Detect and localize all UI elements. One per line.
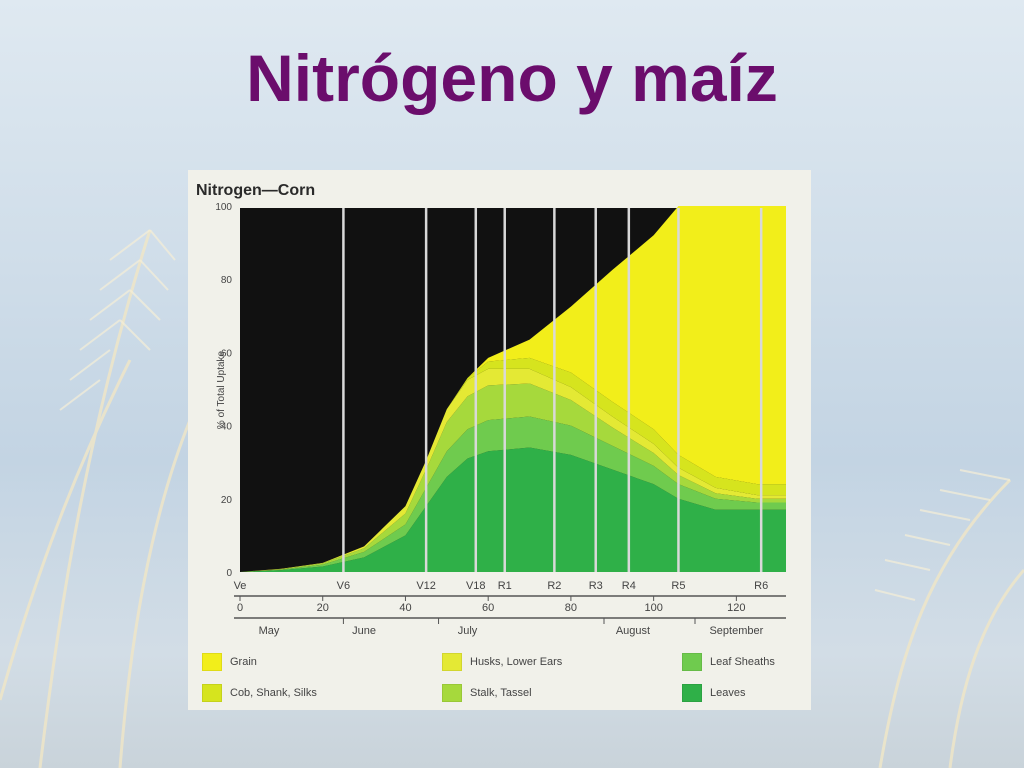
area-series-grain — [240, 206, 786, 572]
month-label-july: July — [458, 625, 478, 637]
y-tick-label-80: 80 — [221, 275, 233, 286]
y-tick-label-40: 40 — [221, 422, 233, 433]
y-tick-label-100: 100 — [215, 202, 232, 213]
legend-label-sheaths: Leaf Sheaths — [710, 656, 775, 668]
stage-label-r5: R5 — [671, 580, 685, 592]
stage-label-r4: R4 — [622, 580, 636, 592]
day-tick-label-0: 0 — [237, 602, 243, 614]
legend-label-stalk: Stalk, Tassel — [470, 687, 532, 699]
legend-swatch-leaves — [682, 684, 702, 702]
legend-swatch-grain — [202, 653, 222, 671]
month-label-september: September — [709, 625, 763, 637]
legend-swatch-husks — [442, 653, 462, 671]
stage-label-r6: R6 — [754, 580, 768, 592]
legend-swatch-stalk — [442, 684, 462, 702]
month-label-may: May — [259, 625, 280, 637]
legend-label-husks: Husks, Lower Ears — [470, 656, 563, 668]
area-series-sheaths — [240, 416, 786, 572]
stage-label-r1: R1 — [498, 580, 512, 592]
slide-title: Nitrógeno y maíz — [246, 41, 778, 115]
legend-swatch-sheaths — [682, 653, 702, 671]
day-tick-label-100: 100 — [644, 602, 662, 614]
legend-swatch-cob — [202, 684, 222, 702]
day-tick-label-120: 120 — [727, 602, 745, 614]
area-series-husks — [240, 368, 786, 572]
legend-label-leaves: Leaves — [710, 687, 746, 699]
y-tick-label-0: 0 — [226, 568, 232, 579]
stage-label-ve: Ve — [234, 580, 247, 592]
legend-item-sheaths: Leaf Sheaths — [682, 653, 775, 671]
legend-label-cob: Cob, Shank, Silks — [230, 687, 317, 699]
legend-item-stalk: Stalk, Tassel — [442, 684, 532, 702]
month-label-june: June — [352, 625, 376, 637]
nitrogen-uptake-chart: Ve V6 V12 V18 R1 R2 R3 R4 R5 R6 0 20 40 60 80 100 % of T… — [215, 202, 786, 637]
nitrogen-corn-figure: Ve V6 V12 V18 R1 R2 R3 R4 R5 R6 0 20 40 60 80 100 % of T… — [188, 170, 811, 710]
stage-label-r2: R2 — [547, 580, 561, 592]
chart-title: Nitrogen—Corn — [196, 182, 316, 199]
day-tick-label-40: 40 — [399, 602, 411, 614]
area-series-leaves — [240, 447, 786, 572]
y-tick-label-20: 20 — [221, 495, 233, 506]
y-tick-label-60: 60 — [221, 348, 233, 359]
chart-legend: Grain Cob, Shank, Silks Husks, Lower Ear… — [188, 640, 811, 710]
stage-label-v12: V12 — [416, 580, 436, 592]
stage-label-v18: V18 — [466, 580, 486, 592]
area-series-stalk — [240, 383, 786, 572]
stage-label-v6: V6 — [337, 580, 350, 592]
legend-item-grain: Grain — [202, 653, 257, 671]
legend-item-leaves: Leaves — [682, 684, 745, 702]
legend-item-cob: Cob, Shank, Silks — [202, 684, 317, 702]
month-label-august: August — [616, 625, 650, 637]
legend-label-grain: Grain — [230, 656, 257, 668]
y-axis-label: % of Total Uptake — [216, 350, 227, 429]
area-series-cob — [240, 357, 786, 572]
day-tick-label-80: 80 — [565, 602, 577, 614]
day-tick-label-60: 60 — [482, 602, 494, 614]
stage-label-r3: R3 — [589, 580, 603, 592]
legend-item-husks: Husks, Lower Ears — [442, 653, 562, 671]
day-tick-label-20: 20 — [317, 602, 329, 614]
